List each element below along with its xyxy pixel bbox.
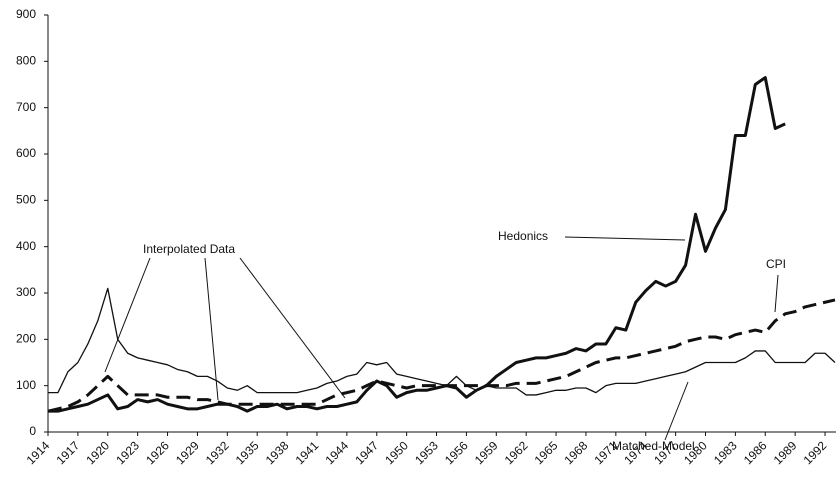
x-tick-label: 1986 xyxy=(741,438,770,467)
y-tick-label: 500 xyxy=(16,193,36,207)
series-line xyxy=(48,287,836,396)
y-tick-label: 100 xyxy=(16,378,36,392)
series-line xyxy=(47,298,836,413)
y-tick-label: 800 xyxy=(16,54,36,68)
annotation: CPI xyxy=(766,257,786,271)
annotation: Matched-Model xyxy=(612,439,695,453)
x-tick-label: 1920 xyxy=(83,438,112,467)
annotation: Hedonics xyxy=(498,229,548,243)
x-tick-label: 1935 xyxy=(233,438,262,467)
x-tick-label: 1992 xyxy=(801,438,830,467)
pointer xyxy=(564,236,686,241)
x-tick-label: 1965 xyxy=(532,438,561,467)
pointer xyxy=(774,274,779,313)
x-tick-label: 1968 xyxy=(562,438,591,467)
x-tick-label: 1944 xyxy=(322,438,351,467)
x-tick-label: 1947 xyxy=(352,438,381,467)
pointer xyxy=(104,257,151,373)
y-tick-label: 600 xyxy=(16,146,36,160)
y-tick-label: 200 xyxy=(16,332,36,346)
annotation: Interpolated Data xyxy=(143,242,235,256)
x-tick-label: 1929 xyxy=(173,438,202,467)
x-tick-label: 1962 xyxy=(502,438,531,467)
x-tick-label: 1938 xyxy=(263,438,292,467)
x-tick-label: 1914 xyxy=(24,438,53,467)
y-tick-label: 900 xyxy=(16,7,36,21)
pointer xyxy=(664,381,689,441)
x-tick-label: 1950 xyxy=(382,438,411,467)
x-tick-label: 1926 xyxy=(143,438,172,467)
y-tick-label: 400 xyxy=(16,239,36,253)
x-tick-label: 1989 xyxy=(771,438,800,467)
x-tick-label: 1941 xyxy=(293,438,322,467)
pointer xyxy=(239,257,346,399)
series-line xyxy=(48,76,786,413)
x-tick-label: 1932 xyxy=(203,438,232,467)
y-tick-label: 700 xyxy=(16,100,36,114)
x-tick-label: 1953 xyxy=(412,438,441,467)
x-tick-label: 1956 xyxy=(442,438,471,467)
pointer xyxy=(204,257,219,401)
y-tick-label: 0 xyxy=(29,424,36,438)
x-tick-label: 1983 xyxy=(711,438,740,467)
x-tick-label: 1959 xyxy=(472,438,501,467)
x-tick-label: 1923 xyxy=(113,438,142,467)
y-tick-label: 300 xyxy=(16,285,36,299)
x-tick-label: 1917 xyxy=(53,438,82,467)
